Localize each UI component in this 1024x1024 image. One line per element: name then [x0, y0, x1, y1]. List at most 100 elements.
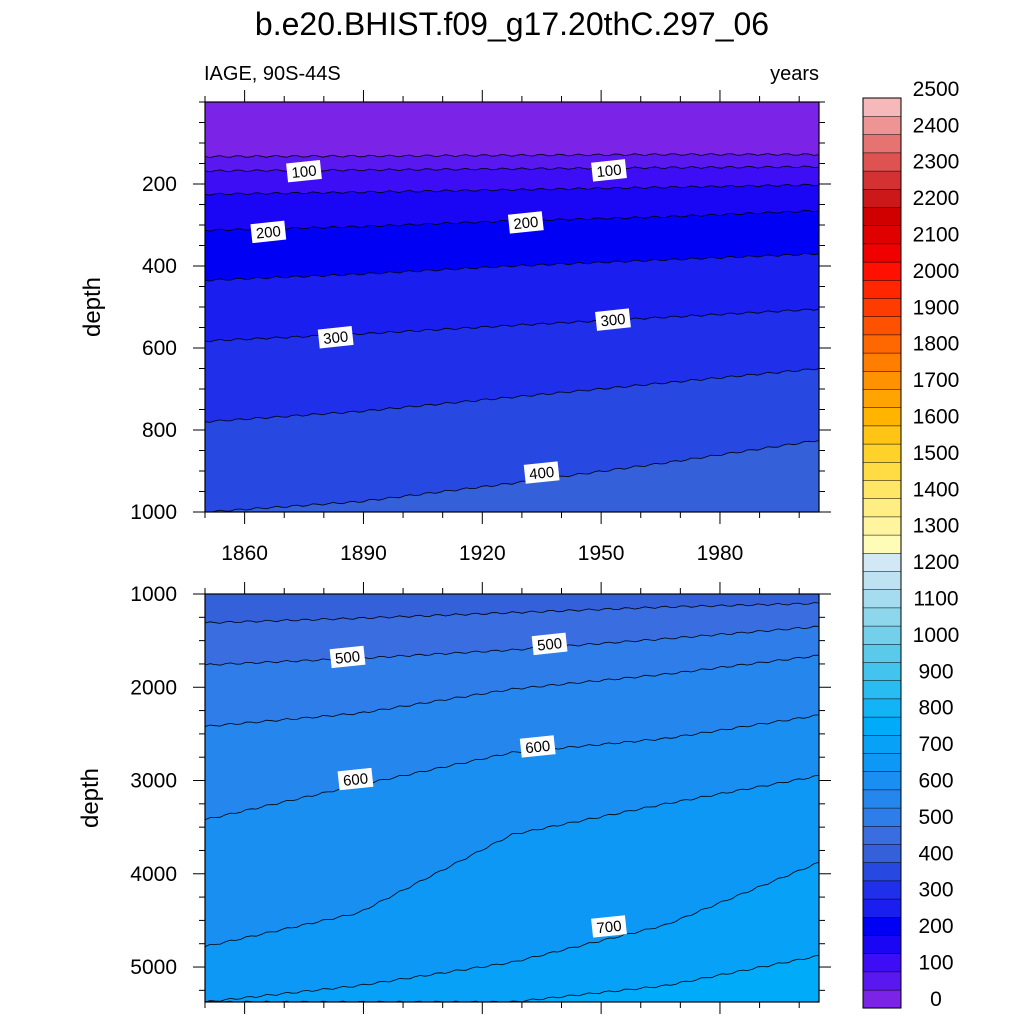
contour-line-600: [205, 714, 819, 821]
colorbar-box: [862, 316, 902, 336]
colorbar-label: 600: [918, 770, 953, 793]
colorbar-label: 1400: [913, 478, 960, 501]
y-tick-label: 1000: [130, 583, 177, 606]
contour-line-250: [205, 253, 819, 282]
y-axis-label: depth: [77, 768, 104, 828]
contour-band-750: [205, 955, 819, 1002]
contour-label: 300: [595, 308, 631, 331]
colorbar-label: 2200: [913, 187, 960, 210]
contour-label-bg: [337, 767, 374, 791]
contour-label-text: 600: [342, 770, 369, 790]
chart-title: b.e20.BHIST.f09_g17.20thC.297_06: [254, 6, 770, 42]
contour-label: 500: [329, 645, 366, 669]
colorbar-box: [862, 880, 902, 900]
contour-label-bg: [595, 308, 631, 331]
colorbar-box: [862, 789, 902, 809]
contour-label-text: 500: [334, 648, 361, 668]
contour-label-bg: [531, 632, 568, 656]
contour-line-350: [205, 368, 819, 423]
colorbar-box: [862, 716, 902, 736]
colorbar-box: [862, 498, 902, 518]
contour-label: 200: [507, 211, 544, 234]
colorbar-box: [862, 279, 902, 299]
colorbar-box: [862, 807, 902, 827]
colorbar-label: 2300: [913, 151, 960, 174]
contour-label-text: 300: [322, 328, 349, 348]
colorbar-box: [862, 771, 902, 791]
plot-area: 100 100 200 200 300 300 400: [205, 102, 819, 512]
colorbar-label: 1900: [913, 296, 960, 319]
y-tick-label: 600: [142, 337, 177, 360]
contour-label-bg: [250, 220, 287, 244]
contour-band-700: [205, 862, 819, 1002]
colorbar-box: [862, 534, 902, 554]
colorbar-box: [862, 953, 902, 973]
colorbar-box: [862, 698, 902, 718]
colorbar-box: [862, 388, 902, 408]
colorbar-box: [862, 479, 902, 499]
colorbar-box: [862, 862, 902, 882]
contour-label: 100: [286, 159, 322, 183]
colorbar-box: [862, 370, 902, 390]
colorbar-box: [862, 661, 902, 681]
colorbar-box: [862, 570, 902, 590]
contour-label-bg: [507, 211, 544, 234]
contour-label-text: 100: [291, 162, 318, 182]
colorbar-label: 0: [930, 988, 942, 1011]
colorbar-box: [862, 916, 902, 936]
contour-label: 200: [250, 220, 287, 244]
contour-label-bg: [519, 735, 556, 758]
contour-line-150: [205, 183, 819, 196]
contour-line-500: [205, 625, 819, 666]
contour-label: 700: [591, 915, 627, 938]
contour-label: 500: [531, 632, 568, 656]
contour-line-700: [205, 861, 819, 1002]
variable-label: IAGE, 90S-44S: [204, 63, 341, 85]
colorbar-box: [862, 589, 902, 609]
contour-label-bg: [286, 159, 322, 183]
y-tick-label: 1000: [130, 501, 177, 524]
colorbar-box: [862, 334, 902, 354]
y-tick-label: 400: [142, 255, 177, 278]
contour-label: 100: [591, 159, 627, 182]
colorbar-box: [862, 607, 902, 627]
contour-label-bg: [591, 915, 627, 938]
colorbar-box: [862, 152, 902, 172]
colorbar-label: 2100: [913, 224, 960, 247]
colorbar-box: [862, 243, 902, 263]
top-panel-group: 100 100 200 200 300 300 400 1860 1890 1920 1950 198…: [79, 90, 831, 565]
colorbar-box: [862, 115, 902, 135]
contour-label-text: 600: [524, 738, 551, 758]
units-label: years: [770, 63, 819, 85]
contour-line-50: [205, 153, 819, 158]
colorbar-box: [862, 680, 902, 700]
x-tick-label: 1950: [578, 542, 625, 565]
contour-label: 600: [519, 735, 556, 758]
contour-label-text: 500: [536, 635, 563, 655]
colorbar-label: 800: [918, 697, 953, 720]
x-tick-label: 1890: [340, 542, 387, 565]
contour-label-bg: [591, 159, 627, 182]
contour-label-text: 200: [255, 223, 282, 243]
colorbar-box: [862, 206, 902, 226]
colorbar-box: [862, 407, 902, 427]
colorbar-label: 700: [918, 733, 953, 756]
colorbar-label: 100: [918, 952, 953, 975]
contour-label-text: 700: [596, 918, 623, 938]
contour-band-400: [205, 440, 819, 512]
colorbar-box: [862, 225, 902, 245]
contour-label-bg: [329, 645, 366, 669]
colorbar-box: [862, 170, 902, 190]
plot-area: 500 500 600 600 700: [205, 594, 819, 1002]
contour-label-text: 200: [513, 214, 540, 234]
colorbar-box: [862, 989, 902, 1009]
contour-label-bg: [523, 461, 560, 484]
colorbar-box: [862, 971, 902, 991]
colorbar-label: 900: [918, 660, 953, 683]
contour-label: 300: [317, 326, 354, 349]
colorbar-box: [862, 261, 902, 281]
colorbar-label: 1800: [913, 333, 960, 356]
